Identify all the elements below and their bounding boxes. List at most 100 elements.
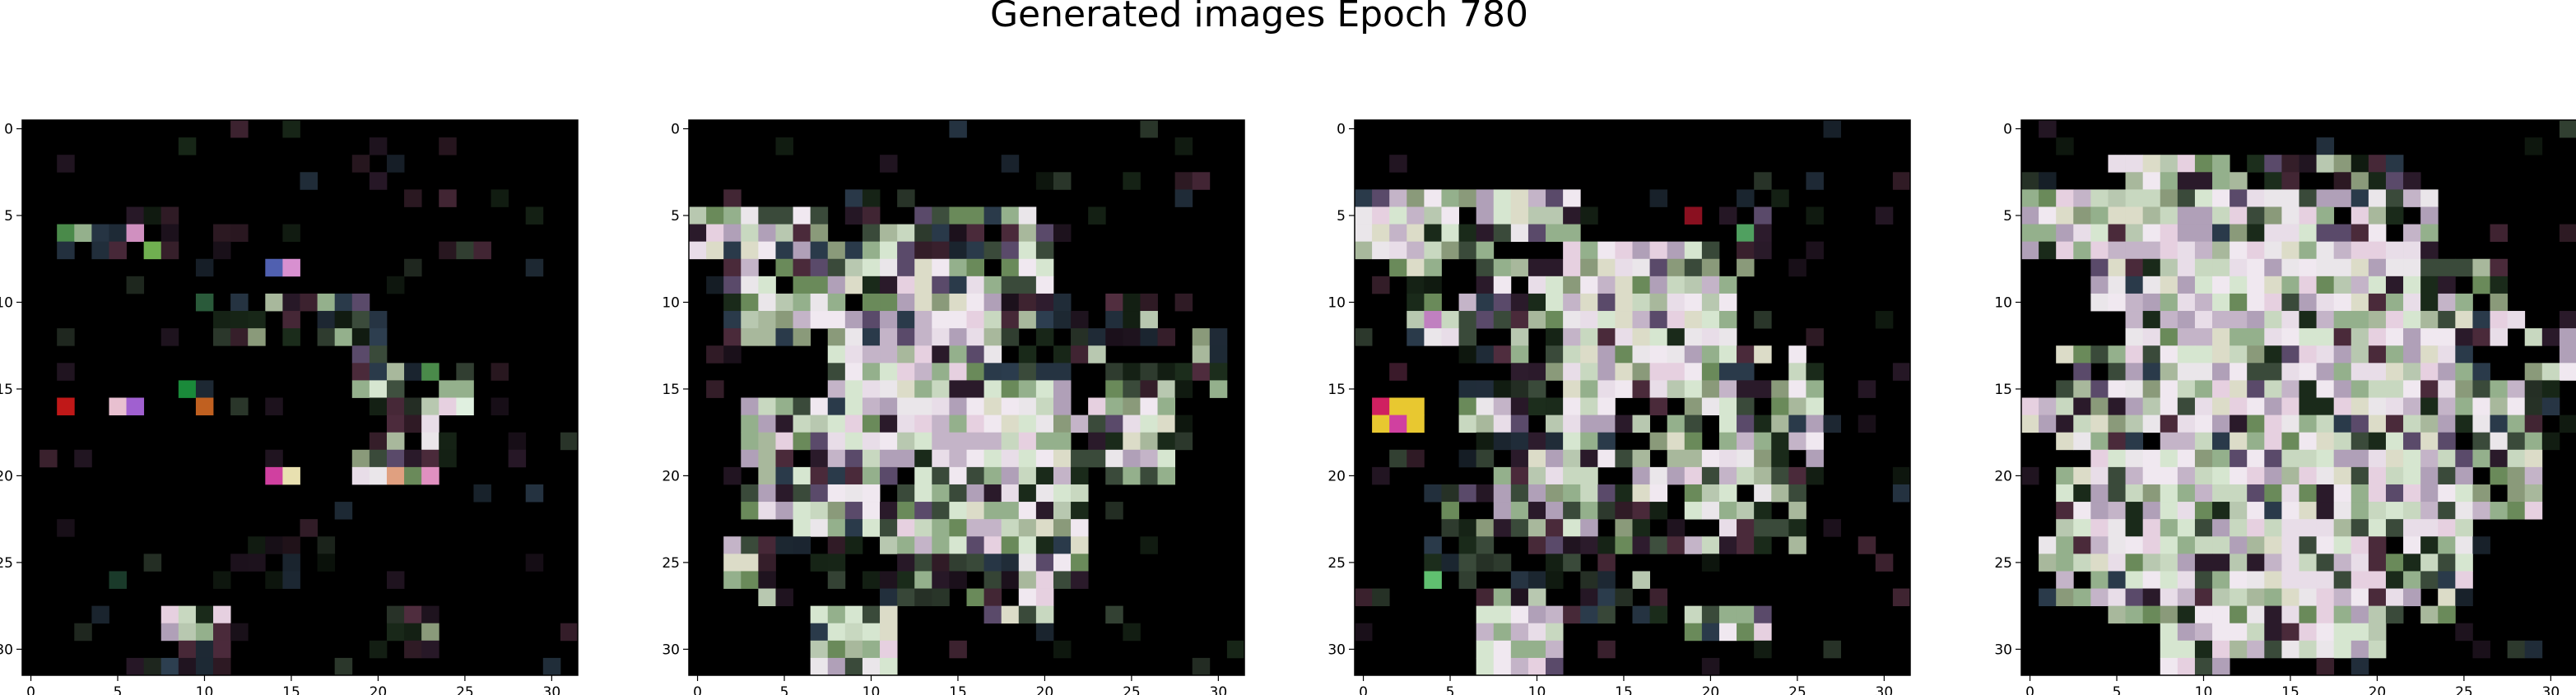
pixel — [2507, 640, 2526, 659]
pixel — [1684, 397, 1703, 415]
pixel — [213, 224, 231, 243]
pixel — [213, 311, 231, 329]
pixel — [1546, 189, 1564, 207]
pixel — [1788, 502, 1806, 520]
pixel — [880, 345, 898, 364]
pixel — [2073, 519, 2091, 537]
pixel — [2264, 172, 2282, 190]
pixel — [282, 258, 300, 277]
pixel — [2559, 311, 2576, 329]
pixel — [351, 345, 370, 364]
pixel — [386, 363, 405, 381]
pixel — [827, 241, 846, 260]
pixel — [2524, 397, 2543, 415]
pixel — [2090, 466, 2109, 485]
pixel — [862, 640, 881, 659]
pixel — [1035, 502, 1054, 520]
pixel — [1174, 432, 1193, 451]
pixel — [1649, 432, 1668, 451]
pixel — [827, 311, 846, 329]
pixel — [880, 363, 898, 381]
pixel — [2039, 397, 2057, 415]
pixel — [1563, 258, 1581, 277]
pixel — [844, 363, 863, 381]
pixel — [282, 293, 300, 312]
pixel — [1771, 466, 1789, 485]
pixel — [758, 466, 776, 485]
pixel — [1597, 554, 1616, 572]
pixel — [793, 502, 811, 520]
pixel — [2385, 554, 2404, 572]
pixel — [2281, 466, 2299, 485]
pixel — [2333, 345, 2352, 364]
pixel — [1892, 172, 1911, 190]
pixel — [2264, 415, 2282, 433]
pixel — [2177, 415, 2196, 433]
pixel — [758, 206, 776, 225]
pixel — [1632, 328, 1650, 346]
pixel — [844, 536, 863, 554]
pixel — [1546, 466, 1564, 485]
pixel — [160, 605, 179, 624]
pixel — [2264, 328, 2282, 346]
pixel — [2212, 155, 2230, 173]
pixel — [1389, 224, 1407, 243]
pixel — [2108, 605, 2126, 624]
pixel — [369, 311, 388, 329]
pixel — [439, 380, 457, 398]
pixel — [2160, 449, 2178, 468]
pixel — [1192, 328, 1211, 346]
pixel — [2281, 328, 2299, 346]
pixel — [2247, 623, 2265, 642]
pixel — [369, 328, 388, 346]
pixel — [2455, 536, 2473, 554]
pixel — [1493, 623, 1512, 642]
pixel — [880, 640, 898, 659]
pixel — [741, 536, 759, 554]
pixel — [983, 241, 1002, 260]
pixel — [1546, 206, 1564, 225]
pixel — [1174, 293, 1193, 312]
pixel — [1563, 328, 1581, 346]
pixel — [57, 363, 75, 381]
pixel — [1754, 311, 1772, 329]
pixel — [1684, 484, 1703, 503]
pixel — [1001, 519, 1020, 537]
pixel — [213, 657, 231, 676]
pixel — [57, 224, 75, 243]
pixel — [421, 432, 439, 451]
pixel — [793, 397, 811, 415]
pixel — [282, 466, 300, 485]
pixel — [2559, 328, 2576, 346]
x-tick-label: 25 — [1123, 684, 1141, 695]
pixel — [2490, 449, 2509, 468]
pixel — [2125, 276, 2144, 294]
pixel — [983, 380, 1002, 398]
pixel — [810, 466, 829, 485]
pixel — [1615, 484, 1633, 503]
pixel — [369, 363, 388, 381]
pixel — [2142, 172, 2161, 190]
pixel — [983, 466, 1002, 485]
pixel — [1546, 293, 1564, 312]
pixel — [2490, 328, 2509, 346]
pixel — [706, 380, 724, 398]
pixel — [2056, 536, 2074, 554]
pixel — [1649, 502, 1668, 520]
x-tick-label: 20 — [1702, 684, 1720, 695]
pixel — [2212, 466, 2230, 485]
pixel — [57, 519, 75, 537]
pixel — [2247, 397, 2265, 415]
pixel — [2160, 328, 2178, 346]
pixel — [2212, 519, 2230, 537]
pixel — [2368, 519, 2387, 537]
pixel — [827, 484, 846, 503]
pixel — [983, 276, 1002, 294]
pixel — [2194, 224, 2213, 243]
pixel — [1035, 380, 1054, 398]
pixel — [1737, 224, 1755, 243]
pixel — [1018, 466, 1037, 485]
pixel — [1701, 276, 1720, 294]
pixel — [2056, 519, 2074, 537]
pixel — [1667, 415, 1686, 433]
